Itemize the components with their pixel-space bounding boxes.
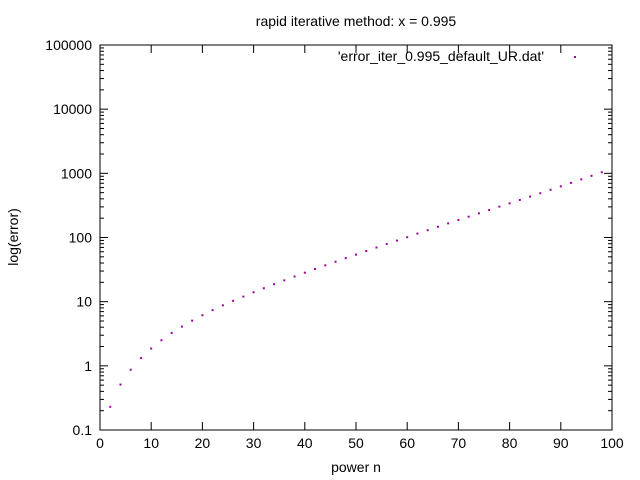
- data-point: [426, 229, 429, 232]
- data-point: [457, 219, 460, 222]
- x-tick-label: 70: [451, 435, 467, 451]
- data-point: [406, 236, 409, 239]
- x-tick-label: 40: [297, 435, 313, 451]
- data-point: [355, 253, 357, 256]
- data-point: [498, 205, 501, 208]
- x-tick-label: 90: [553, 435, 569, 451]
- data-points: [109, 171, 603, 408]
- data-point: [324, 264, 327, 267]
- data-point: [600, 171, 603, 174]
- data-point: [211, 309, 214, 312]
- data-point: [365, 250, 368, 253]
- data-point: [477, 212, 480, 215]
- data-point: [273, 283, 276, 286]
- data-point: [590, 174, 593, 177]
- legend-label: 'error_iter_0.995_default_UR.dat': [338, 48, 544, 64]
- data-point: [262, 287, 265, 290]
- x-axis: 0 10 20 30 40 50 60 70 80 90 100: [96, 45, 624, 451]
- data-point: [549, 188, 552, 191]
- data-point: [436, 225, 439, 228]
- x-tick-label: 50: [348, 435, 364, 451]
- data-point: [252, 291, 255, 294]
- y-tick-label: 10: [76, 294, 92, 310]
- data-point: [283, 279, 286, 282]
- x-tick-label: 20: [195, 435, 211, 451]
- data-point: [385, 243, 388, 246]
- data-point: [180, 325, 183, 328]
- data-point: [580, 178, 583, 181]
- data-point: [242, 295, 245, 298]
- data-point: [221, 304, 224, 307]
- data-point: [170, 332, 173, 335]
- x-tick-label: 0: [96, 435, 104, 451]
- y-tick-label: 10000: [53, 101, 92, 117]
- data-point: [416, 232, 419, 235]
- data-point: [529, 195, 532, 198]
- legend: 'error_iter_0.995_default_UR.dat': [338, 48, 576, 64]
- y-tick-label: 0.1: [73, 422, 93, 438]
- data-point: [109, 405, 112, 408]
- data-point: [150, 347, 153, 350]
- data-point: [467, 215, 470, 218]
- data-point: [129, 368, 132, 371]
- x-axis-label: power n: [331, 459, 381, 475]
- data-point: [488, 209, 491, 212]
- y-tick-label: 1: [84, 358, 92, 374]
- data-point: [559, 185, 562, 188]
- data-point: [334, 260, 337, 263]
- plot-frame: [99, 44, 613, 431]
- data-point: [160, 339, 163, 342]
- chart-title: rapid iterative method: x = 0.995: [256, 13, 457, 29]
- data-point: [201, 314, 204, 317]
- x-tick-label: 30: [246, 435, 262, 451]
- data-point: [447, 222, 450, 225]
- data-point: [570, 181, 573, 184]
- x-tick-label: 10: [143, 435, 159, 451]
- y-axis: 0.1 1 10 100 1000 10000 100000: [45, 37, 612, 438]
- data-point: [232, 299, 235, 302]
- y-tick-label: 100: [69, 230, 93, 246]
- y-tick-label: 100000: [45, 37, 92, 53]
- x-tick-label: 60: [399, 435, 415, 451]
- data-point: [518, 198, 521, 201]
- data-point: [293, 275, 296, 278]
- data-point: [395, 239, 398, 242]
- data-point: [314, 267, 317, 270]
- data-point: [375, 246, 378, 249]
- data-point: [344, 257, 347, 260]
- x-tick-label: 100: [600, 435, 624, 451]
- data-point: [139, 357, 142, 360]
- data-point: [539, 192, 542, 195]
- data-point: [508, 202, 511, 205]
- x-tick-label: 80: [502, 435, 518, 451]
- data-point: [119, 383, 122, 386]
- y-tick-label: 1000: [61, 165, 92, 181]
- data-point: [191, 319, 194, 322]
- legend-marker: [574, 56, 576, 58]
- data-point: [303, 271, 306, 274]
- y-axis-label: log(error): [5, 208, 21, 266]
